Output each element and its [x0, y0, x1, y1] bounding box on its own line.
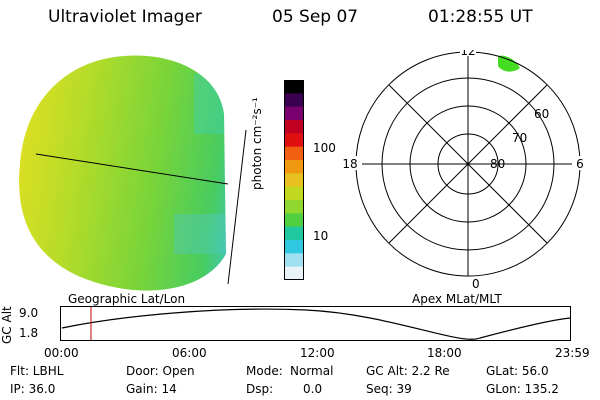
colorbar-segment: [284, 226, 304, 241]
polar-label: Apex MLat/MLT: [412, 292, 502, 306]
glat-info: GLat: 56.0: [486, 364, 549, 378]
time: 01:28:55 UT: [428, 7, 533, 27]
altitude-tick-1-8: 1.8: [19, 326, 39, 340]
colorbar-segment: [284, 253, 304, 268]
terminator-line: [227, 129, 247, 285]
colorbar-segment: [284, 160, 304, 174]
altitude-plot: [60, 306, 571, 341]
mlt-label-0: 0: [472, 277, 480, 290]
seq-info: Seq: 39: [366, 382, 412, 396]
date: 05 Sep 07: [272, 7, 359, 27]
colorbar-tick-100: 100: [313, 141, 336, 155]
colorbar-segment: [284, 146, 304, 161]
colorbar-segment: [284, 120, 304, 134]
altitude-tick-9: 9.0: [19, 306, 39, 320]
ip-info: IP: 36.0: [10, 382, 56, 396]
colorbar-segment: [284, 240, 304, 254]
colorbar-segment: [284, 266, 304, 280]
colorbar-segment: [284, 93, 304, 108]
colorbar-label: photon cm⁻²s⁻¹: [250, 97, 264, 190]
colorbar-segment: [284, 133, 304, 148]
lat-label-70: 70: [512, 131, 527, 145]
gc-alt-info: GC Alt: 2.2 Re: [366, 364, 450, 378]
glon-info: GLon: 135.2: [486, 382, 559, 396]
title: Ultraviolet Imager: [48, 7, 202, 27]
dsp-value: 0.0: [303, 382, 323, 396]
earth-image: [19, 55, 247, 291]
colorbar-tick-10: 10: [313, 229, 329, 243]
colorbar: [284, 80, 304, 280]
altitude-xtick-1200: 12:00: [300, 346, 335, 360]
mode-label: Mode:: [246, 364, 283, 378]
altitude-xtick-2359: 23:59: [555, 346, 590, 360]
colorbar-segment: [284, 173, 304, 188]
colorbar-segment: [284, 213, 304, 228]
mlt-label-12: 12: [460, 50, 475, 58]
altitude-axis-label: GC Alt: [0, 306, 14, 344]
aurora-patch: [498, 55, 520, 72]
polar-plot: 12 18 6 0 60 70 80: [342, 50, 588, 290]
altitude-xtick-0000: 00:00: [44, 346, 79, 360]
lat-label-60: 60: [534, 107, 549, 121]
dsp-label: Dsp:: [246, 382, 274, 396]
mlt-label-18: 18: [342, 157, 357, 171]
lat-label-80: 80: [490, 157, 505, 171]
filter-info: Flt: LBHL: [10, 364, 64, 378]
altitude-xtick-1800: 18:00: [427, 346, 462, 360]
colorbar-segment: [284, 106, 304, 121]
mode-value: Normal: [290, 364, 334, 378]
geo-track-line: [35, 153, 229, 185]
altitude-xtick-0600: 06:00: [172, 346, 207, 360]
door-info: Door: Open: [126, 364, 195, 378]
colorbar-segment: [284, 200, 304, 214]
mlt-label-6: 6: [576, 157, 584, 171]
gain-info: Gain: 14: [126, 382, 177, 396]
colorbar-segment: [284, 186, 304, 201]
geo-label: Geographic Lat/Lon: [68, 292, 186, 306]
altitude-curve: [61, 308, 571, 340]
colorbar-segment: [284, 80, 304, 94]
